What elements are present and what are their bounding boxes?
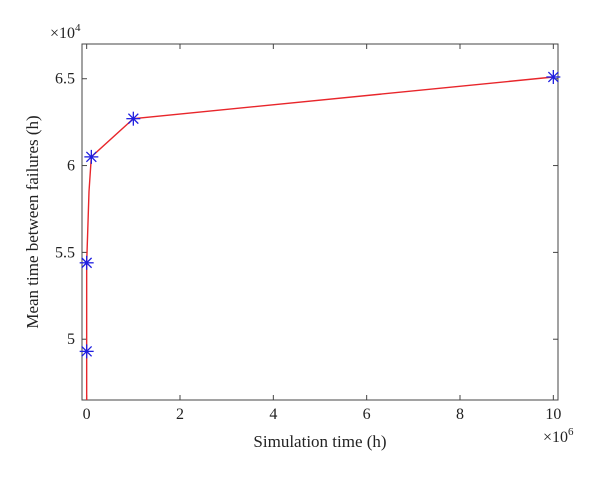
axis-ticks: 0 2 4 6 8 10 5 5.5 6 6.5 <box>55 44 561 423</box>
data-point-marker <box>79 255 94 270</box>
x-tick-label: 0 <box>83 406 91 423</box>
data-point-marker <box>79 344 94 359</box>
data-point-marker <box>126 111 141 126</box>
data-point-marker <box>546 69 561 84</box>
series-layer <box>85 76 554 400</box>
data-point-marker <box>84 149 99 164</box>
x-tick-label: 4 <box>269 406 277 423</box>
x-axis-title: Simulation time (h) <box>253 432 386 451</box>
x-multiplier: ×106 <box>543 426 574 446</box>
y-tick-label: 6 <box>67 158 75 175</box>
x-tick-label: 10 <box>545 406 561 423</box>
y-tick-label: 5 <box>67 331 75 348</box>
x-tick-label: 6 <box>363 406 371 423</box>
x-tick-label: 8 <box>456 406 464 423</box>
y-tick-label: 5.5 <box>55 244 75 261</box>
x-tick-label: 2 <box>176 406 184 423</box>
marker-layer <box>79 69 561 359</box>
plot-frame <box>81 43 559 401</box>
y-tick-label: 6.5 <box>55 71 75 88</box>
y-multiplier: ×104 <box>50 22 81 42</box>
y-axis-title: Mean time between failures (h) <box>23 115 42 328</box>
series-line <box>85 76 554 400</box>
